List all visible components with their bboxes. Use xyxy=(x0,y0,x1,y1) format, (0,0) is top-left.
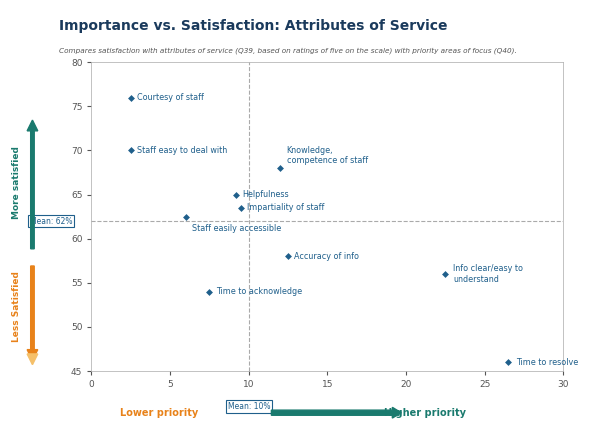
Text: More satisfied: More satisfied xyxy=(12,146,21,219)
Text: Courtesy of staff: Courtesy of staff xyxy=(137,93,204,102)
Text: Importance vs. Satisfaction: Attributes of Service: Importance vs. Satisfaction: Attributes … xyxy=(59,19,447,33)
Wedge shape xyxy=(7,21,35,32)
Circle shape xyxy=(14,12,30,25)
Text: Higher priority: Higher priority xyxy=(384,408,466,418)
Text: Impartiality of staff: Impartiality of staff xyxy=(247,203,324,212)
Text: Staff easily accessible: Staff easily accessible xyxy=(192,224,281,233)
Text: Compares satisfaction with attributes of service (Q39, based on ratings of five : Compares satisfaction with attributes of… xyxy=(59,47,517,54)
Text: Knowledge,
competence of staff: Knowledge, competence of staff xyxy=(287,146,368,166)
Text: Time to resolve: Time to resolve xyxy=(516,358,579,367)
Text: Info clear/easy to
understand: Info clear/easy to understand xyxy=(453,264,523,284)
Text: Helpfulness: Helpfulness xyxy=(242,190,289,199)
Text: Mean: 62%: Mean: 62% xyxy=(30,217,73,226)
Text: Lower priority: Lower priority xyxy=(120,408,198,418)
Text: Mean: 10%: Mean: 10% xyxy=(228,402,270,411)
Text: Ipsos: Ipsos xyxy=(15,33,41,42)
Text: Accuracy of info: Accuracy of info xyxy=(294,252,359,261)
Text: Staff easy to deal with: Staff easy to deal with xyxy=(137,146,227,155)
Text: Less Satisfied: Less Satisfied xyxy=(12,271,21,342)
Text: Time to acknowledge: Time to acknowledge xyxy=(216,287,302,296)
